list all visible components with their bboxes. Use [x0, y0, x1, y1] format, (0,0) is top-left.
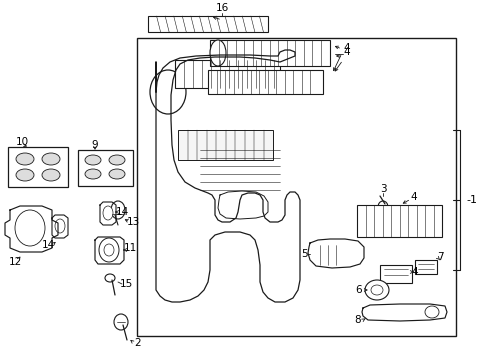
Ellipse shape: [85, 169, 101, 179]
Ellipse shape: [111, 201, 125, 219]
Text: 9: 9: [92, 140, 98, 150]
Bar: [379, 265, 411, 283]
Ellipse shape: [42, 153, 60, 165]
Ellipse shape: [104, 244, 114, 256]
Ellipse shape: [114, 314, 128, 330]
Text: 14: 14: [41, 240, 55, 250]
Text: 4: 4: [411, 267, 417, 277]
Text: -1: -1: [466, 195, 476, 205]
Text: 16: 16: [215, 3, 228, 13]
Ellipse shape: [16, 169, 34, 181]
Ellipse shape: [150, 70, 185, 114]
Ellipse shape: [85, 155, 101, 165]
Bar: [207, 70, 323, 94]
Text: 4: 4: [343, 47, 349, 57]
Text: 13: 13: [126, 217, 140, 227]
Text: 3: 3: [379, 184, 386, 194]
Bar: [356, 205, 441, 237]
Ellipse shape: [364, 280, 388, 300]
Bar: [137, 38, 455, 336]
Ellipse shape: [109, 169, 125, 179]
Text: 12: 12: [8, 257, 21, 267]
Text: 4: 4: [343, 43, 349, 53]
Ellipse shape: [370, 285, 382, 295]
Text: 2: 2: [134, 338, 141, 348]
Ellipse shape: [55, 219, 65, 233]
Text: 4: 4: [410, 192, 416, 202]
Text: 5: 5: [300, 249, 306, 259]
Bar: [175, 60, 280, 88]
Text: 10: 10: [16, 137, 28, 147]
Ellipse shape: [16, 153, 34, 165]
Text: 7: 7: [436, 252, 443, 262]
Text: 15: 15: [119, 279, 132, 289]
Ellipse shape: [209, 40, 225, 66]
Ellipse shape: [424, 306, 438, 318]
Bar: [148, 16, 267, 32]
Ellipse shape: [99, 238, 119, 262]
Bar: [209, 40, 329, 66]
Bar: [8, 147, 68, 187]
Ellipse shape: [42, 169, 60, 181]
Text: 6: 6: [355, 285, 362, 295]
Ellipse shape: [103, 206, 113, 220]
Text: 11: 11: [123, 243, 136, 253]
Ellipse shape: [105, 274, 115, 282]
Text: 14: 14: [115, 207, 128, 217]
Text: 8: 8: [354, 315, 361, 325]
Ellipse shape: [15, 210, 45, 246]
Bar: [414, 260, 436, 274]
Ellipse shape: [109, 155, 125, 165]
Bar: [78, 150, 133, 186]
Bar: [178, 130, 272, 160]
Ellipse shape: [377, 201, 387, 213]
